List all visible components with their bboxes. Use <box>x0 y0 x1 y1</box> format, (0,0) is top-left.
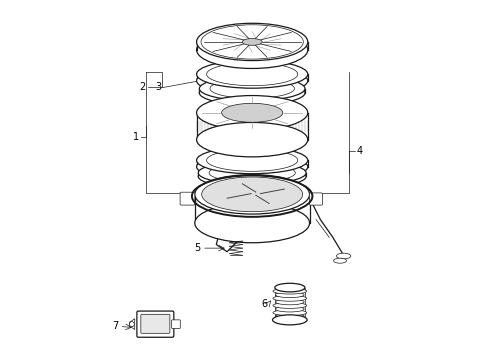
Ellipse shape <box>337 253 351 259</box>
Ellipse shape <box>207 156 298 178</box>
Ellipse shape <box>129 321 134 327</box>
Bar <box>196 113 308 140</box>
Ellipse shape <box>207 149 298 171</box>
FancyBboxPatch shape <box>180 192 195 205</box>
Ellipse shape <box>275 306 304 312</box>
FancyBboxPatch shape <box>172 320 180 328</box>
Ellipse shape <box>272 315 307 325</box>
Ellipse shape <box>209 163 295 182</box>
Ellipse shape <box>207 63 298 86</box>
Ellipse shape <box>198 165 306 188</box>
Ellipse shape <box>199 76 305 101</box>
Ellipse shape <box>275 283 305 292</box>
Ellipse shape <box>242 39 262 45</box>
Ellipse shape <box>275 314 304 319</box>
FancyBboxPatch shape <box>310 193 322 205</box>
Ellipse shape <box>273 310 307 316</box>
Text: 7: 7 <box>112 321 118 331</box>
Ellipse shape <box>195 175 310 214</box>
Ellipse shape <box>196 67 308 95</box>
Ellipse shape <box>196 147 308 174</box>
Ellipse shape <box>273 303 307 309</box>
Text: 3: 3 <box>155 82 161 93</box>
Ellipse shape <box>196 95 308 130</box>
Text: 2: 2 <box>140 82 146 93</box>
Text: 4: 4 <box>357 146 363 156</box>
Ellipse shape <box>273 296 307 301</box>
Ellipse shape <box>275 285 304 291</box>
Ellipse shape <box>196 60 308 88</box>
Text: 1: 1 <box>133 132 139 142</box>
Ellipse shape <box>207 69 298 92</box>
FancyBboxPatch shape <box>137 311 174 337</box>
Ellipse shape <box>334 258 346 263</box>
Ellipse shape <box>202 177 303 212</box>
FancyBboxPatch shape <box>141 314 170 333</box>
Text: 6: 6 <box>262 299 268 309</box>
Ellipse shape <box>198 161 306 184</box>
Ellipse shape <box>196 23 308 60</box>
Text: 5: 5 <box>195 243 201 253</box>
Ellipse shape <box>199 81 305 105</box>
Ellipse shape <box>275 299 304 305</box>
Ellipse shape <box>196 31 308 68</box>
Ellipse shape <box>195 203 310 243</box>
Ellipse shape <box>275 292 304 298</box>
Ellipse shape <box>273 288 307 294</box>
Ellipse shape <box>196 122 308 157</box>
Ellipse shape <box>221 103 283 122</box>
Ellipse shape <box>273 317 307 323</box>
Ellipse shape <box>210 79 294 98</box>
Polygon shape <box>129 319 135 329</box>
Bar <box>195 194 310 223</box>
Ellipse shape <box>196 153 308 180</box>
